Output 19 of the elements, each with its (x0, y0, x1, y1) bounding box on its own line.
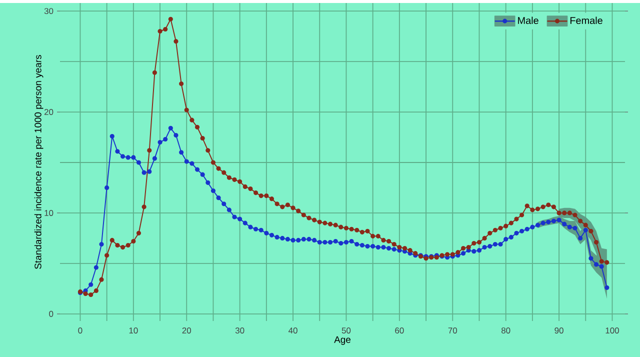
x-tick-label: 30 (235, 328, 244, 334)
x-tick-label: 20 (182, 328, 191, 334)
y-tick-label: 30 (44, 8, 54, 14)
x-tick-label: 80 (501, 328, 510, 334)
legend-label: Female (570, 16, 602, 24)
x-tick-label: 100 (606, 328, 619, 334)
x-tick-label: 40 (288, 328, 298, 334)
y-tick-label: 20 (44, 109, 54, 116)
x-tick-label: 90 (554, 328, 564, 334)
y-tick-label: 0 (49, 310, 54, 317)
x-tick-label: 60 (395, 328, 404, 334)
x-tick-label: 10 (129, 328, 138, 334)
y-tick-label: 10 (44, 210, 54, 216)
x-tick-label: 70 (448, 328, 458, 334)
x-tick-label: 50 (342, 328, 351, 334)
legend-label: Male (518, 16, 538, 24)
x-tick-label: 0 (78, 328, 82, 334)
y-axis-title: Standardized incidence rate per 1000 person years (34, 55, 44, 269)
x-axis-title: Age (334, 336, 350, 345)
